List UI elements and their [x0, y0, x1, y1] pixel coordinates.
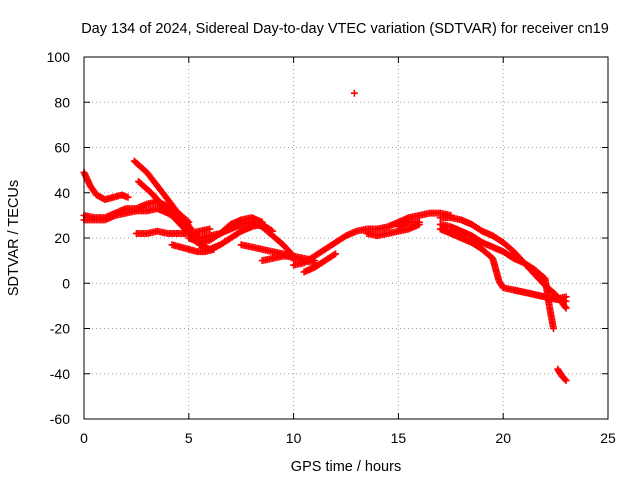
- data-marks: [80, 89, 570, 385]
- data-point: [206, 225, 214, 233]
- y-tick-label: 60: [54, 140, 70, 156]
- y-tick-label: -20: [50, 321, 70, 337]
- series-track-14: [300, 250, 340, 276]
- data-point: [415, 218, 423, 226]
- y-tick-label: 40: [54, 185, 70, 201]
- data-point: [183, 217, 191, 225]
- data-point: [330, 251, 338, 259]
- series-track-10: [185, 218, 298, 260]
- series-track-18: [436, 220, 558, 332]
- series-track-16: [394, 218, 423, 231]
- x-axis-label: GPS time / hours: [291, 459, 401, 475]
- x-tick-label: 20: [495, 430, 511, 446]
- grid-lines: [84, 57, 608, 419]
- y-axis-label: SDTVAR / TECUs: [6, 180, 22, 296]
- axis-ticks: 0 5 10 15 20 25 -60 -40 -20 0 20 40 60 80 100: [47, 49, 616, 446]
- data-point: [124, 193, 132, 201]
- x-tick-label: 5: [185, 430, 193, 446]
- data-point: [562, 304, 570, 312]
- y-tick-label: 80: [54, 94, 70, 110]
- y-tick-label: 0: [62, 275, 70, 291]
- x-tick-label: 0: [80, 430, 88, 446]
- x-tick-label: 15: [391, 430, 407, 446]
- y-tick-label: -60: [50, 411, 70, 427]
- data-point: [562, 377, 570, 385]
- series-outlier: [350, 89, 358, 97]
- y-tick-label: 20: [54, 230, 70, 246]
- data-point: [561, 375, 569, 383]
- data-point: [350, 89, 358, 97]
- x-tick-label: 25: [600, 430, 616, 446]
- series-track-20: [510, 286, 570, 303]
- y-tick-label: -40: [50, 366, 70, 382]
- series-track-21: [554, 365, 570, 385]
- data-point: [332, 250, 340, 258]
- series-track-13: [290, 209, 455, 269]
- series-track-7: [168, 241, 218, 256]
- y-tick-label: 100: [47, 49, 71, 65]
- data-point: [562, 293, 570, 301]
- series-track-5: [80, 205, 193, 233]
- data-point: [185, 218, 193, 226]
- chart-title: Day 134 of 2024, Sidereal Day-to-day VTE…: [81, 21, 609, 37]
- x-tick-label: 10: [286, 430, 302, 446]
- data-point: [550, 325, 558, 332]
